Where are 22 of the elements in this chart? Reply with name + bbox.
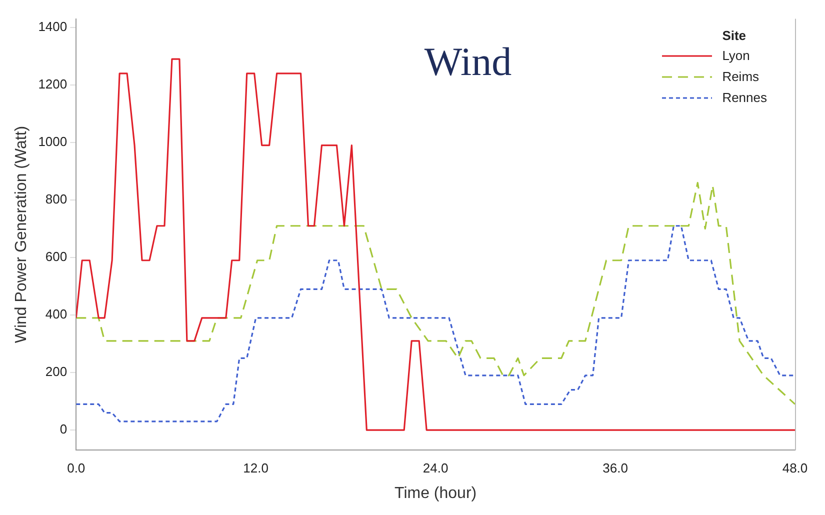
y-axis-title: Wind Power Generation (Watt) (13, 126, 30, 344)
y-tick-label: 1000 (38, 134, 68, 150)
legend-label: Lyon (722, 48, 750, 63)
x-tick-label: 24.0 (422, 460, 448, 476)
y-tick-label: 600 (45, 249, 68, 264)
x-tick-label: 48.0 (782, 460, 808, 476)
legend-label: Reims (722, 69, 760, 84)
x-axis-title: Time (hour) (394, 484, 477, 502)
y-tick-label: 1400 (38, 19, 68, 34)
x-tick-label: 0.0 (67, 460, 86, 476)
y-tick-label: 0 (60, 422, 68, 437)
y-tick-label: 400 (45, 306, 68, 322)
legend-label: Rennes (722, 90, 767, 105)
line-series (76, 225, 795, 422)
x-tick-label: 36.0 (602, 460, 628, 476)
y-tick-label: 200 (45, 364, 68, 380)
text: Wind (423, 38, 513, 85)
y-tick-label: 800 (45, 192, 68, 207)
y-tick-label: 1200 (38, 76, 68, 92)
legend-title: Site (722, 28, 748, 43)
line-series (76, 182, 795, 405)
x-tick-label: 12.0 (243, 460, 268, 476)
